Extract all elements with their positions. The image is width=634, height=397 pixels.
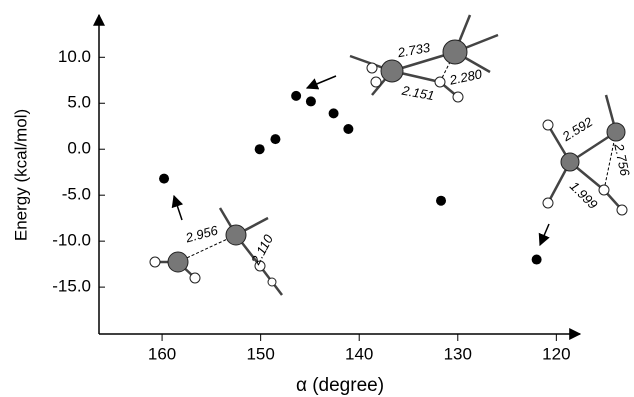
y-tick-label: 0.0 xyxy=(67,139,91,158)
bond-distance: 2.151 xyxy=(400,83,436,104)
molecule-illustrations xyxy=(150,15,627,295)
bond-distance: 2.592 xyxy=(559,114,596,145)
data-point xyxy=(255,144,265,154)
bond-distance: 2.280 xyxy=(447,66,484,88)
x-axis-title: α (degree) xyxy=(296,375,384,396)
bond-distance: 2.110 xyxy=(248,231,277,267)
data-point xyxy=(532,255,542,265)
y-tick-label: -10.0 xyxy=(52,231,91,250)
y-axis-title: Energy (kcal/mol) xyxy=(11,109,30,241)
arrow xyxy=(307,76,336,88)
arrow xyxy=(174,196,182,220)
x-tick-label: 150 xyxy=(246,344,274,363)
data-point xyxy=(270,134,280,144)
x-tick-label: 160 xyxy=(148,344,176,363)
data-point xyxy=(343,124,353,134)
data-point xyxy=(159,174,169,184)
bond-distance: 2.956 xyxy=(183,222,220,245)
y-tick-label: 5.0 xyxy=(67,93,91,112)
bond-distance: 2.733 xyxy=(396,40,432,61)
chart: Energy (kcal/mol) α (degree) 10.0 5.0 0.0 -… xyxy=(0,0,634,397)
x-tick-label: 130 xyxy=(444,344,472,363)
y-tick-label: -15.0 xyxy=(52,277,91,296)
data-point xyxy=(436,196,446,206)
data-point xyxy=(329,108,339,118)
data-point xyxy=(291,91,301,101)
arrow xyxy=(540,224,549,245)
x-tick-label: 140 xyxy=(345,344,373,363)
y-tick-label: -5.0 xyxy=(62,185,91,204)
y-tick-label: 10.0 xyxy=(58,47,91,66)
data-point xyxy=(306,96,316,106)
x-tick-label: 120 xyxy=(542,344,570,363)
bond-distance: 2.756 xyxy=(611,141,633,178)
